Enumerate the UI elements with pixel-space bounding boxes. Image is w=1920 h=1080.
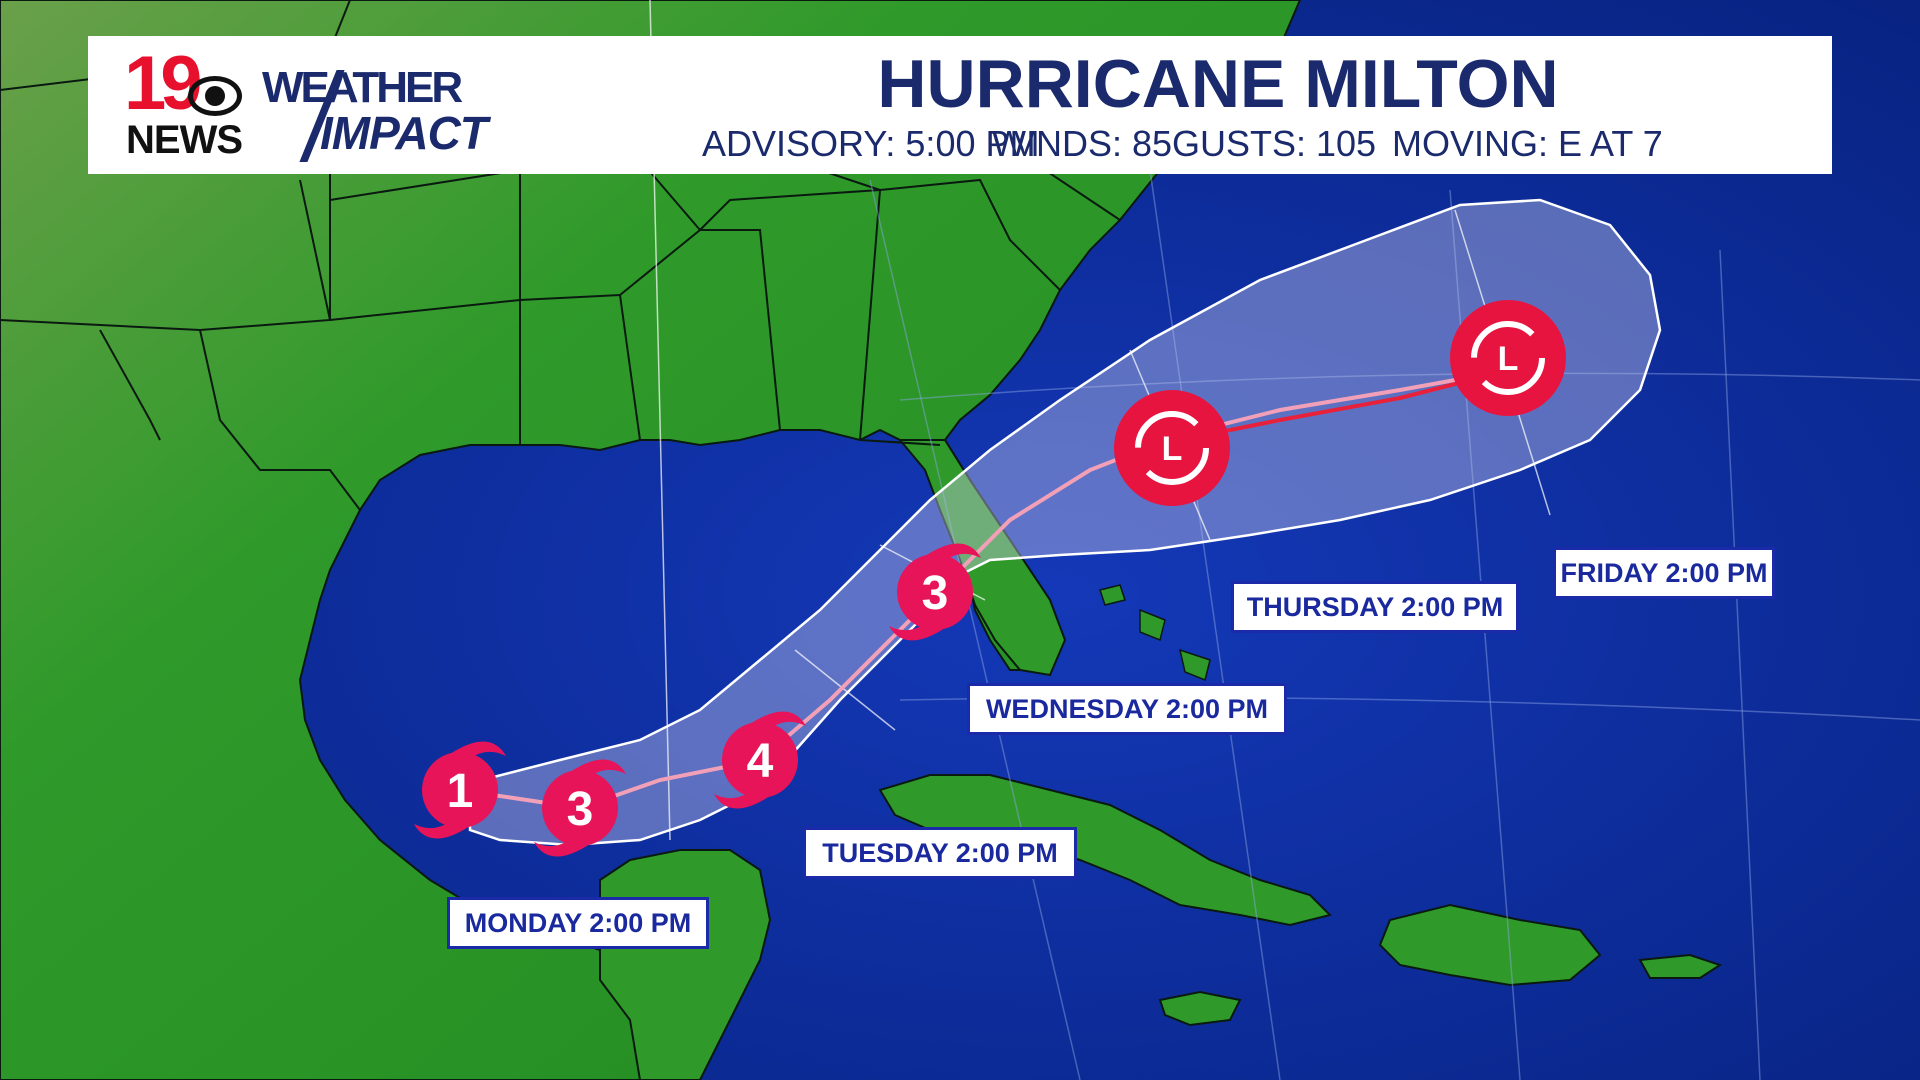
low-circulation-arrows-icon — [1135, 411, 1209, 485]
forecast-markers: 1 3 4 3 L L — [414, 300, 1566, 857]
storm-title: HURRICANE MILTON — [877, 46, 1559, 122]
low-marker-circle — [1450, 300, 1566, 416]
hurricane-category-label: 3 — [922, 567, 949, 620]
landmass-florida — [897, 439, 1067, 677]
low-circulation-arrows-icon — [1471, 321, 1545, 395]
advisory-time: ADVISORY: 5:00 PM — [702, 123, 1040, 164]
hurricane-category-label: 4 — [747, 735, 774, 788]
winds-value: WINDS: 85 — [992, 123, 1173, 164]
logo-impact: IMPACT — [320, 107, 488, 159]
low-pressure-marker: L — [1450, 300, 1566, 416]
hurricane-category-label: 3 — [567, 783, 594, 836]
logo-19: 19 — [124, 41, 203, 126]
moving-value: MOVING: E AT 7 — [1392, 123, 1663, 164]
low-label: L — [1498, 340, 1519, 378]
hurricane-marker: 1 — [414, 741, 506, 839]
hurricane-marker: 3 — [534, 759, 626, 857]
label-tuesday: TUESDAY 2:00 PM — [806, 830, 1074, 876]
header-bar: 19 NEWS WEATHER IMPACT HURRICANE MILTON … — [88, 36, 1832, 174]
hurricane-marker-circle — [422, 752, 498, 828]
hurricane-marker: 4 — [714, 711, 806, 809]
gusts-value: GUSTS: 105 — [1172, 123, 1377, 164]
low-marker-circle — [1114, 390, 1230, 506]
hurricane-category-label: 1 — [447, 765, 474, 818]
landmass-north-america — [0, 0, 1302, 1080]
low-label: L — [1162, 430, 1183, 468]
graticule — [869, 169, 1920, 1080]
logo-news: NEWS — [126, 118, 243, 162]
hurricane-marker-circle — [897, 554, 973, 630]
landmass-hispaniola — [1378, 903, 1602, 987]
forecast-track-line — [459, 368, 1511, 811]
label-wednesday: WEDNESDAY 2:00 PM — [970, 686, 1284, 732]
hurricane-marker-circle — [722, 722, 798, 798]
logo-weather: WEATHER — [262, 63, 463, 112]
forecast-track-line-low — [1179, 368, 1511, 442]
low-pressure-marker: L — [1114, 390, 1230, 506]
cbs-eye-icon — [188, 76, 242, 116]
hurricane-marker-circle — [542, 770, 618, 846]
landmass-jamaica — [1158, 990, 1242, 1027]
hurricane-marker: 3 — [889, 543, 981, 641]
label-thursday: THURSDAY 2:00 PM — [1234, 584, 1516, 630]
label-monday: MONDAY 2:00 PM — [450, 900, 706, 946]
label-friday: FRIDAY 2:00 PM — [1556, 550, 1772, 596]
storm-stats: ADVISORY: 5:00 PM WINDS: 85 GUSTS: 105 M… — [612, 122, 1812, 166]
landmass-puerto-rico — [1638, 953, 1723, 979]
